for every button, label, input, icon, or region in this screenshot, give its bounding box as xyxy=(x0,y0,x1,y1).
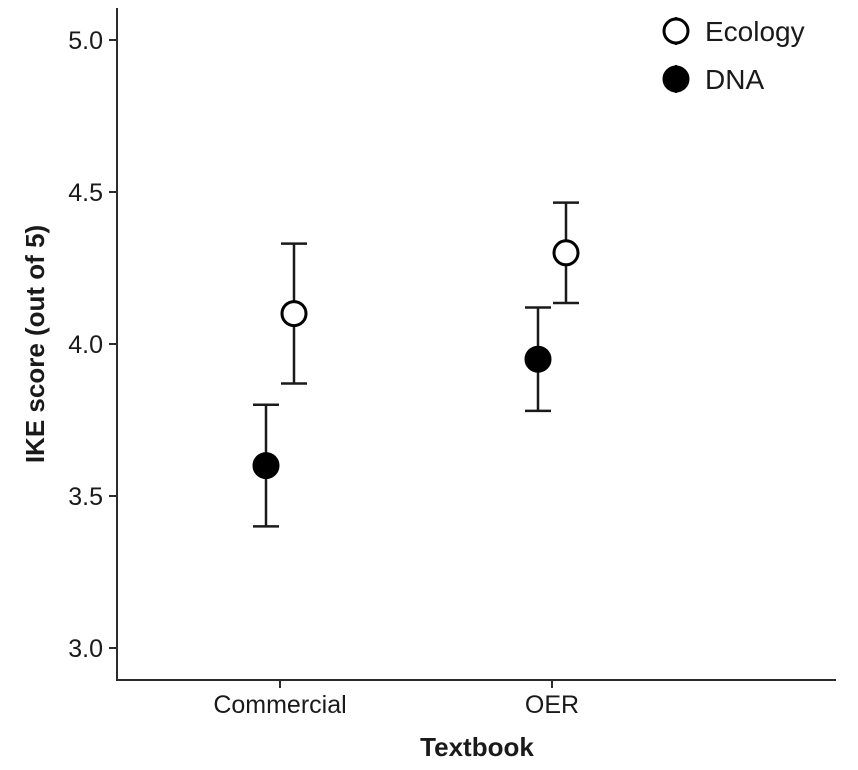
x-tick-label: OER xyxy=(525,691,579,719)
y-tick-label: 3.5 xyxy=(68,483,103,511)
data-point-filled xyxy=(524,345,552,373)
data-point-open xyxy=(280,300,308,328)
legend-item: Ecology xyxy=(662,16,805,47)
x-ticks: Commercial OER xyxy=(213,680,579,719)
legend: Ecology DNA xyxy=(662,16,805,95)
legend-item: DNA xyxy=(662,64,764,95)
y-tick-label: 4.5 xyxy=(68,179,103,207)
x-tick-label: Commercial xyxy=(213,691,346,719)
data-points xyxy=(252,239,580,480)
y-tick-label: 3.0 xyxy=(68,635,103,663)
y-tick-label: 5.0 xyxy=(68,27,103,55)
y-ticks: 3.0 3.5 4.0 4.5 5.0 xyxy=(68,27,117,663)
legend-key-marker xyxy=(662,65,690,93)
data-point-filled xyxy=(252,452,280,480)
data-point-open xyxy=(552,239,580,267)
legend-label: DNA xyxy=(705,64,764,95)
y-axis-title: IKE score (out of 5) xyxy=(20,225,50,463)
axes xyxy=(116,8,836,681)
x-axis-title: Textbook xyxy=(420,732,534,762)
legend-label: Ecology xyxy=(705,16,805,47)
legend-key-marker xyxy=(662,17,690,45)
y-tick-label: 4.0 xyxy=(68,331,103,359)
